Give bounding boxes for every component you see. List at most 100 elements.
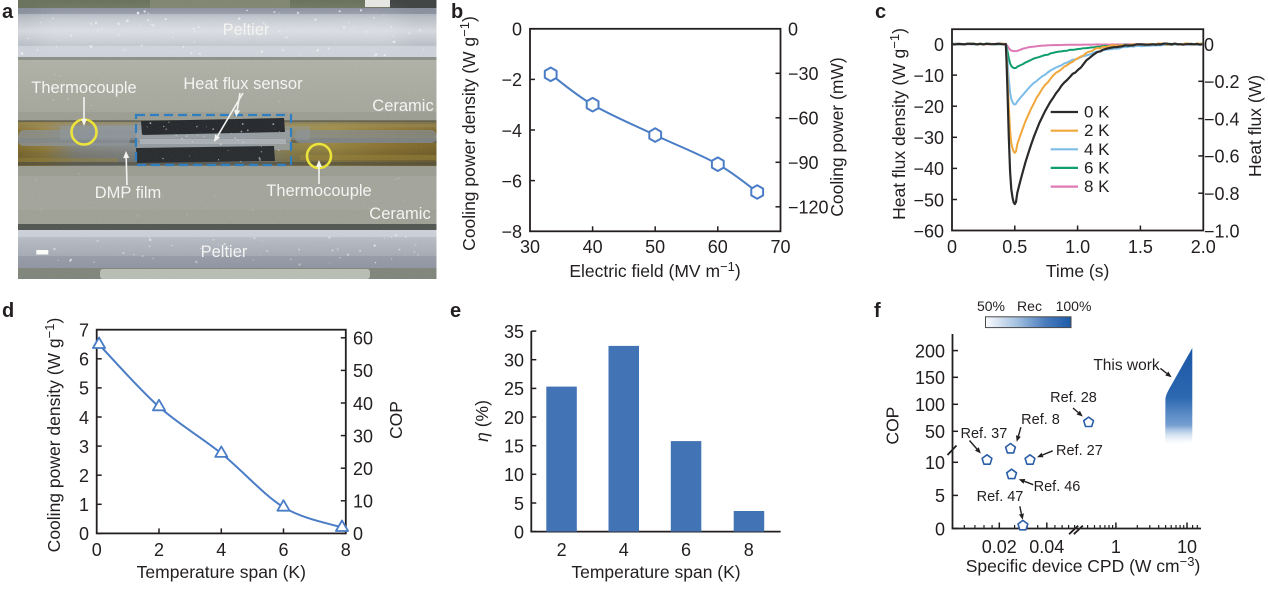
svg-text:100: 100 xyxy=(915,395,945,415)
svg-text:15: 15 xyxy=(504,437,524,457)
svg-text:a: a xyxy=(2,1,14,23)
svg-text:6: 6 xyxy=(681,540,691,560)
svg-text:−4: −4 xyxy=(501,121,522,141)
svg-text:Ceramic: Ceramic xyxy=(372,97,433,115)
svg-text:4 K: 4 K xyxy=(1084,140,1110,159)
svg-text:Peltier: Peltier xyxy=(201,243,248,261)
svg-text:10: 10 xyxy=(353,492,373,512)
svg-text:−50: −50 xyxy=(913,190,944,210)
svg-text:e: e xyxy=(450,300,461,322)
svg-text:2: 2 xyxy=(79,466,89,486)
svg-text:−30: −30 xyxy=(913,128,944,148)
svg-text:7: 7 xyxy=(79,321,89,341)
svg-text:−40: −40 xyxy=(913,159,944,179)
svg-text:Ref. 27: Ref. 27 xyxy=(1056,443,1103,459)
svg-text:0: 0 xyxy=(514,522,524,542)
svg-text:10: 10 xyxy=(925,453,945,473)
svg-text:150: 150 xyxy=(915,368,945,388)
svg-text:Cooling power density (W g−1): Cooling power density (W g−1) xyxy=(42,318,64,553)
svg-text:Temperature span (K): Temperature span (K) xyxy=(137,562,306,582)
svg-text:−8: −8 xyxy=(501,222,522,242)
svg-text:0: 0 xyxy=(934,35,944,55)
svg-text:8 K: 8 K xyxy=(1084,177,1110,196)
svg-text:Ref. 37: Ref. 37 xyxy=(961,426,1008,442)
svg-text:0: 0 xyxy=(512,20,522,40)
svg-text:c: c xyxy=(875,1,886,23)
svg-text:30: 30 xyxy=(353,426,373,446)
svg-text:0: 0 xyxy=(935,519,945,539)
svg-text:−20: −20 xyxy=(913,97,944,117)
svg-text:10: 10 xyxy=(1177,537,1197,557)
svg-text:50: 50 xyxy=(645,237,665,257)
svg-text:60: 60 xyxy=(708,237,728,257)
svg-text:50: 50 xyxy=(353,361,373,381)
svg-text:−10: −10 xyxy=(913,66,944,86)
svg-text:2.0: 2.0 xyxy=(1191,237,1216,257)
svg-text:5: 5 xyxy=(514,494,524,514)
svg-text:Ref. 8: Ref. 8 xyxy=(1021,412,1060,428)
svg-text:Temperature span (K): Temperature span (K) xyxy=(571,562,740,582)
svg-text:1.5: 1.5 xyxy=(1128,237,1153,257)
svg-text:40: 40 xyxy=(583,237,603,257)
svg-text:35: 35 xyxy=(504,322,524,342)
svg-text:−90: −90 xyxy=(788,153,819,173)
svg-text:70: 70 xyxy=(770,237,790,257)
svg-text:0: 0 xyxy=(947,237,957,257)
svg-text:−0.6: −0.6 xyxy=(1204,147,1240,167)
svg-text:2: 2 xyxy=(557,540,567,560)
svg-text:6 K: 6 K xyxy=(1084,158,1110,177)
svg-text:−0.2: −0.2 xyxy=(1204,72,1240,92)
svg-text:50: 50 xyxy=(925,422,945,442)
svg-text:Ceramic: Ceramic xyxy=(369,205,430,223)
svg-text:0.04: 0.04 xyxy=(1029,537,1064,557)
svg-text:1: 1 xyxy=(1111,537,1121,557)
svg-text:−1.0: −1.0 xyxy=(1204,221,1240,241)
svg-text:f: f xyxy=(874,300,881,322)
svg-text:COP: COP xyxy=(386,401,406,439)
svg-text:8: 8 xyxy=(744,540,754,560)
svg-text:Heat flux (W): Heat flux (W) xyxy=(1245,75,1265,177)
svg-text:5: 5 xyxy=(935,486,945,506)
svg-text:100%: 100% xyxy=(1056,298,1092,314)
svg-text:−0.4: −0.4 xyxy=(1204,109,1240,129)
svg-text:20: 20 xyxy=(353,459,373,479)
svg-text:0: 0 xyxy=(79,524,89,544)
svg-text:Ref. 47: Ref. 47 xyxy=(977,489,1024,505)
svg-text:DMP film: DMP film xyxy=(95,184,162,202)
svg-text:4: 4 xyxy=(216,540,226,560)
svg-text:Cooling power density (W g−1): Cooling power density (W g−1) xyxy=(457,16,479,251)
svg-text:−120: −120 xyxy=(788,198,829,218)
svg-text:3: 3 xyxy=(79,437,89,457)
svg-text:Thermocouple: Thermocouple xyxy=(31,79,136,97)
svg-text:5: 5 xyxy=(79,379,89,399)
svg-text:Peltier: Peltier xyxy=(223,21,270,39)
svg-text:2: 2 xyxy=(154,540,164,560)
svg-text:−30: −30 xyxy=(788,64,819,84)
svg-text:0 K: 0 K xyxy=(1084,103,1110,122)
svg-text:0: 0 xyxy=(353,524,363,544)
svg-text:0: 0 xyxy=(92,540,102,560)
svg-text:40: 40 xyxy=(353,394,373,414)
svg-text:6: 6 xyxy=(278,540,288,560)
svg-text:Ref. 46: Ref. 46 xyxy=(1034,479,1081,495)
svg-text:1: 1 xyxy=(79,495,89,515)
svg-text:−0.8: −0.8 xyxy=(1204,184,1240,204)
svg-text:10: 10 xyxy=(504,465,524,485)
svg-text:b: b xyxy=(451,1,463,23)
svg-text:Heat flux sensor: Heat flux sensor xyxy=(183,75,303,93)
svg-text:6: 6 xyxy=(79,350,89,370)
svg-text:4: 4 xyxy=(619,540,629,560)
svg-text:1.0: 1.0 xyxy=(1065,237,1090,257)
svg-text:20: 20 xyxy=(504,408,524,428)
svg-text:200: 200 xyxy=(915,341,945,361)
svg-text:Cooling power (mW): Cooling power (mW) xyxy=(827,57,847,216)
svg-text:2 K: 2 K xyxy=(1084,121,1110,140)
svg-text:Thermocouple: Thermocouple xyxy=(266,182,371,200)
svg-text:Ref. 28: Ref. 28 xyxy=(1050,390,1097,406)
svg-text:Time (s): Time (s) xyxy=(1046,261,1110,281)
svg-text:8: 8 xyxy=(341,540,351,560)
svg-text:0: 0 xyxy=(788,20,798,40)
svg-text:−6: −6 xyxy=(501,171,522,191)
svg-text:−2: −2 xyxy=(501,70,522,90)
svg-text:30: 30 xyxy=(504,351,524,371)
